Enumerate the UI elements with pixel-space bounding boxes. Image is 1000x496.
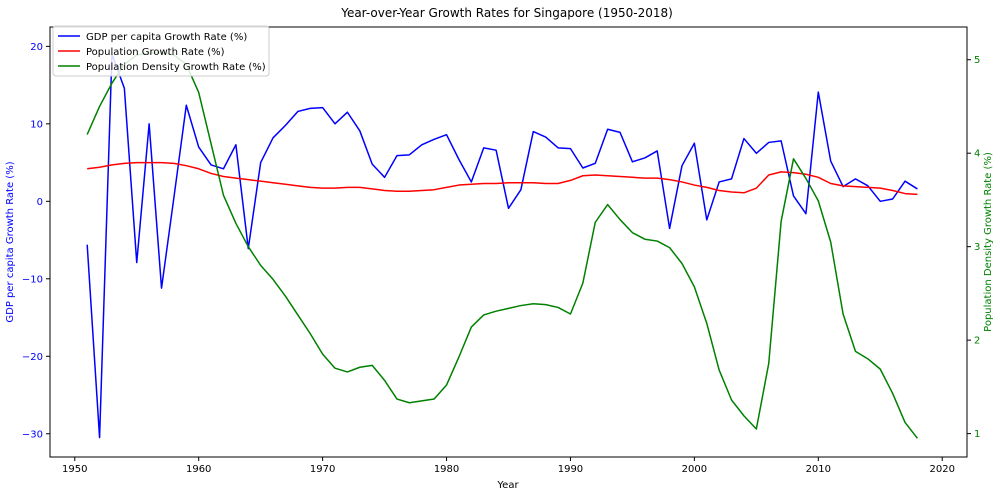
x-tick-label: 1970 <box>310 464 335 475</box>
series-line-gdp <box>86 53 918 439</box>
legend: GDP per capita Growth Rate (%) Populatio… <box>52 25 270 77</box>
y-right-tick-label: 5 <box>974 55 980 66</box>
x-tick-label: 1980 <box>434 464 459 475</box>
legend-label-gdp: GDP per capita Growth Rate (%) <box>86 32 247 43</box>
y-axis-right: 5 4 3 2 1 <box>967 55 980 440</box>
y-axis-right-label: Population Density Growth Rate (%) <box>983 152 994 332</box>
x-tick-label: 1960 <box>186 464 211 475</box>
legend-label-density: Population Density Growth Rate (%) <box>86 62 266 73</box>
plot-area <box>49 26 968 458</box>
legend-box <box>52 25 270 77</box>
y-left-tick-label: 10 <box>30 119 43 130</box>
series-lines <box>86 51 919 439</box>
y-left-tick-label: 20 <box>30 42 43 53</box>
x-tick-label: 1990 <box>558 464 583 475</box>
y-left-tick-label: −30 <box>22 429 43 440</box>
chart-title: Year-over-Year Growth Rates for Singapor… <box>340 6 673 20</box>
y-right-tick-label: 3 <box>974 242 980 253</box>
y-right-tick-label: 4 <box>974 149 980 160</box>
legend-label-population: Population Growth Rate (%) <box>86 47 225 58</box>
x-tick-label: 2010 <box>806 464 831 475</box>
series-line-population <box>87 161 918 196</box>
y-right-tick-label: 2 <box>974 336 980 347</box>
x-tick-label: 1950 <box>62 464 87 475</box>
x-tick-label: 2000 <box>682 464 707 475</box>
y-right-tick-label: 1 <box>974 429 980 440</box>
y-left-tick-label: 0 <box>37 197 43 208</box>
x-axis-label: Year <box>496 480 519 491</box>
y-axis-left-label: GDP per capita Growth Rate (%) <box>5 161 16 322</box>
y-left-tick-label: −20 <box>22 352 43 363</box>
series-line-density <box>86 51 919 439</box>
x-axis: 1950 1960 1970 1980 1990 2000 2010 2020 <box>62 457 955 475</box>
y-axis-left: 20 10 0 −10 −20 −30 <box>22 42 50 440</box>
x-tick-label: 2020 <box>929 464 954 475</box>
y-left-tick-label: −10 <box>22 274 43 285</box>
